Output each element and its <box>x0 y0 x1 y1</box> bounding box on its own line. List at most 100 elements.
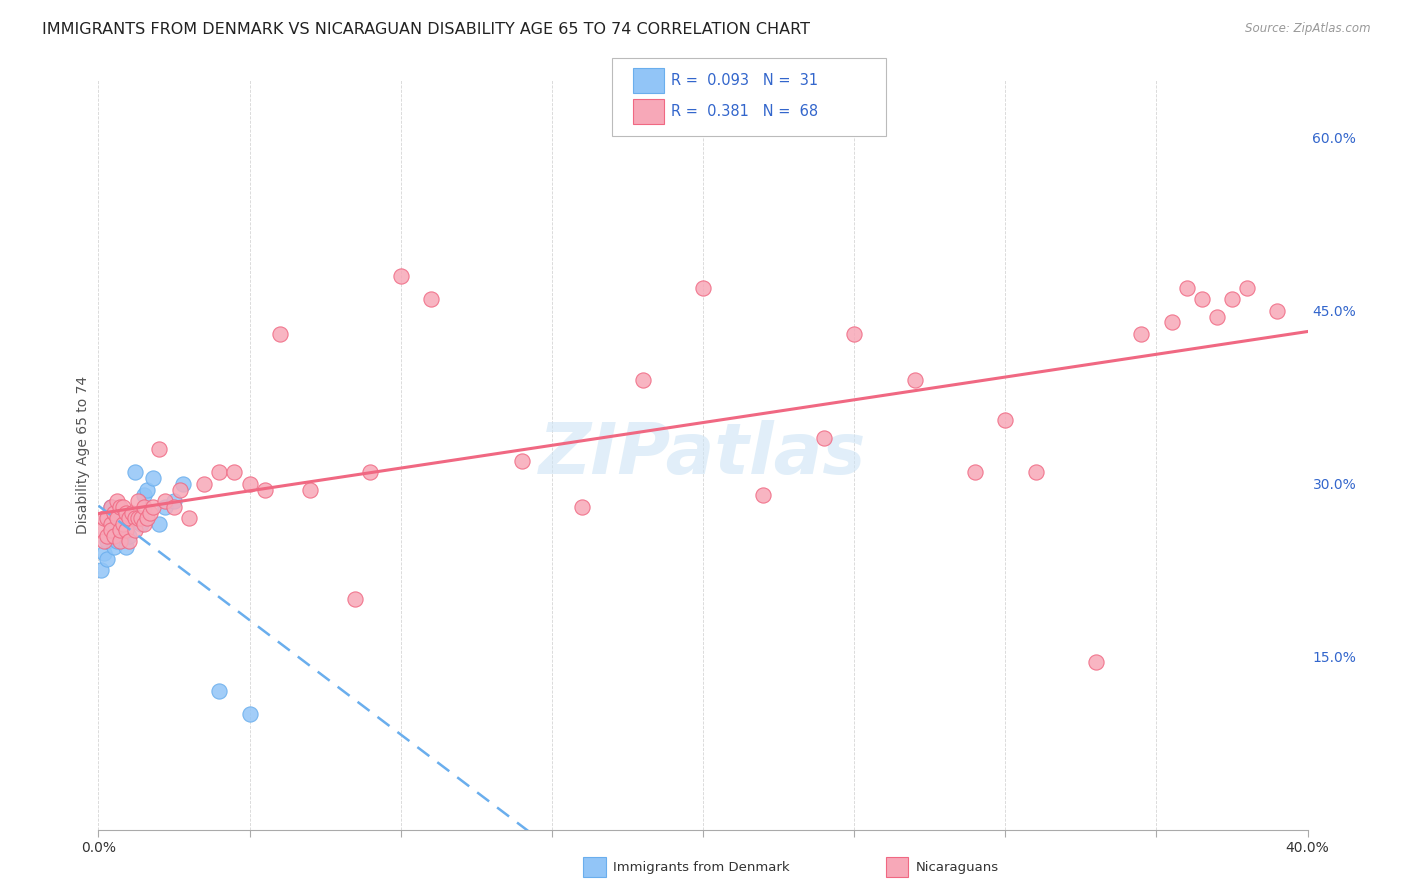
Text: R =  0.093   N =  31: R = 0.093 N = 31 <box>671 73 818 87</box>
Point <box>105 517 128 532</box>
Point <box>1206 310 1229 324</box>
Point <box>1267 303 1289 318</box>
Point <box>239 707 262 722</box>
Point <box>1160 315 1182 329</box>
Point <box>163 494 186 508</box>
Point <box>100 517 122 532</box>
Point <box>108 523 131 537</box>
Text: ZIPatlas: ZIPatlas <box>540 420 866 490</box>
Point <box>100 523 122 537</box>
Point <box>172 476 194 491</box>
Point <box>90 563 112 577</box>
Point <box>124 523 146 537</box>
Point <box>208 465 231 479</box>
Point <box>103 540 125 554</box>
Point <box>752 488 775 502</box>
Point <box>631 373 654 387</box>
Point <box>105 534 128 549</box>
Point <box>129 517 152 532</box>
Point <box>93 546 115 560</box>
Point <box>93 511 115 525</box>
Point <box>813 431 835 445</box>
Point <box>103 528 125 542</box>
Point <box>389 269 412 284</box>
Point <box>344 592 367 607</box>
Point <box>224 465 246 479</box>
Point <box>692 281 714 295</box>
Point <box>90 523 112 537</box>
Point <box>121 511 143 525</box>
Point <box>253 483 276 497</box>
Point <box>96 528 118 542</box>
Point <box>360 465 382 479</box>
Point <box>132 500 155 514</box>
Point <box>132 517 155 532</box>
Point <box>108 523 131 537</box>
Point <box>299 483 322 497</box>
Point <box>105 494 128 508</box>
Point <box>153 494 176 508</box>
Point <box>163 500 186 514</box>
Point <box>100 500 122 514</box>
Point <box>179 511 201 525</box>
Point <box>193 476 215 491</box>
Point <box>103 528 125 542</box>
Point <box>93 534 115 549</box>
Y-axis label: Disability Age 65 to 74: Disability Age 65 to 74 <box>76 376 90 534</box>
Point <box>111 500 134 514</box>
Point <box>1220 293 1243 307</box>
Point <box>142 471 165 485</box>
Point <box>124 511 146 525</box>
Point <box>114 523 136 537</box>
Point <box>1130 326 1153 341</box>
Point <box>571 500 593 514</box>
Point <box>208 684 231 698</box>
Text: Source: ZipAtlas.com: Source: ZipAtlas.com <box>1246 22 1371 36</box>
Point <box>132 488 155 502</box>
Point <box>96 511 118 525</box>
Point <box>114 506 136 520</box>
Point <box>1175 281 1198 295</box>
Point <box>129 511 152 525</box>
Point <box>139 506 162 520</box>
Point <box>148 517 170 532</box>
Point <box>135 483 157 497</box>
Point <box>103 506 125 520</box>
Point <box>420 293 443 307</box>
Point <box>111 517 134 532</box>
Point <box>127 511 149 525</box>
Text: R =  0.381   N =  68: R = 0.381 N = 68 <box>671 104 818 119</box>
Point <box>169 483 191 497</box>
Point <box>1236 281 1258 295</box>
Point <box>965 465 987 479</box>
Point <box>844 326 866 341</box>
Point <box>118 528 141 542</box>
Point <box>108 534 131 549</box>
Point <box>127 494 149 508</box>
Text: IMMIGRANTS FROM DENMARK VS NICARAGUAN DISABILITY AGE 65 TO 74 CORRELATION CHART: IMMIGRANTS FROM DENMARK VS NICARAGUAN DI… <box>42 22 810 37</box>
Point <box>510 453 533 467</box>
Text: Nicaraguans: Nicaraguans <box>915 861 998 873</box>
Point <box>1024 465 1046 479</box>
Point <box>121 506 143 520</box>
Point <box>111 528 134 542</box>
Point <box>994 413 1017 427</box>
Point <box>100 500 122 514</box>
Point <box>108 511 131 525</box>
Point <box>118 517 141 532</box>
Point <box>108 500 131 514</box>
Point <box>142 500 165 514</box>
Text: Immigrants from Denmark: Immigrants from Denmark <box>613 861 790 873</box>
Point <box>904 373 927 387</box>
Point <box>96 511 118 525</box>
Point <box>96 534 118 549</box>
Point <box>1191 293 1213 307</box>
Point <box>114 540 136 554</box>
Point <box>124 465 146 479</box>
Point <box>100 523 122 537</box>
Point <box>111 517 134 532</box>
Point <box>135 511 157 525</box>
Point <box>153 500 176 514</box>
Point <box>118 534 141 549</box>
Point <box>118 511 141 525</box>
